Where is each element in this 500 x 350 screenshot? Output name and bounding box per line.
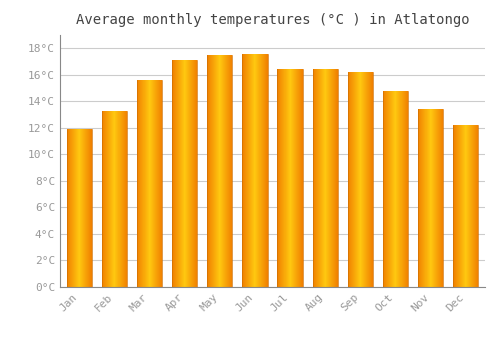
- Title: Average monthly temperatures (°C ) in Atlatongo: Average monthly temperatures (°C ) in At…: [76, 13, 469, 27]
